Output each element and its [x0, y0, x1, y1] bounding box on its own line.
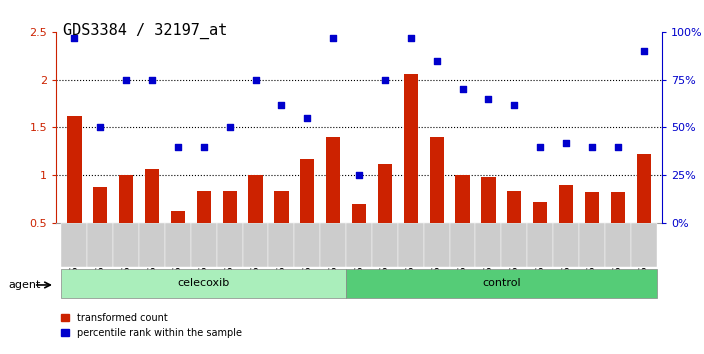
Bar [507, 190, 522, 223]
Point [327, 35, 339, 40]
Bar [191, 223, 217, 267]
Text: celecoxib: celecoxib [177, 278, 230, 287]
Point [509, 102, 520, 107]
Bar [119, 175, 133, 223]
Bar [372, 223, 398, 267]
Point [120, 77, 132, 82]
Bar [403, 74, 418, 223]
Bar [139, 223, 165, 267]
Bar [320, 223, 346, 267]
Bar [294, 223, 320, 267]
Bar [243, 223, 268, 267]
Bar [113, 223, 139, 267]
Point [172, 144, 184, 149]
Bar [61, 269, 346, 297]
Bar [527, 223, 553, 267]
Bar [249, 175, 263, 223]
Point [301, 115, 313, 121]
Bar [171, 211, 185, 223]
Bar [559, 185, 573, 223]
Bar [450, 223, 475, 267]
Point [224, 125, 235, 130]
Point [276, 102, 287, 107]
Point [586, 144, 598, 149]
Point [198, 144, 209, 149]
Point [406, 35, 417, 40]
Point [457, 86, 468, 92]
Text: control: control [482, 278, 521, 287]
Point [69, 35, 80, 40]
Bar [165, 223, 191, 267]
Point [146, 77, 158, 82]
Bar [378, 164, 392, 223]
Point [560, 140, 572, 145]
Bar [605, 223, 631, 267]
Bar [398, 223, 424, 267]
Bar [222, 190, 237, 223]
Point [250, 77, 261, 82]
Bar [300, 159, 315, 223]
Point [353, 172, 365, 178]
Bar [145, 170, 159, 223]
Text: GDS3384 / 32197_at: GDS3384 / 32197_at [63, 23, 227, 39]
Bar [346, 269, 657, 297]
Bar [533, 202, 547, 223]
Bar [275, 190, 289, 223]
Bar [482, 177, 496, 223]
Bar [501, 223, 527, 267]
Bar [475, 223, 501, 267]
Bar [346, 223, 372, 267]
Bar [93, 187, 108, 223]
Bar [631, 223, 657, 267]
Bar [429, 137, 444, 223]
Bar [553, 223, 579, 267]
Bar [636, 154, 650, 223]
Point [638, 48, 649, 54]
Point [379, 77, 391, 82]
Bar [61, 223, 87, 267]
Bar [585, 193, 599, 223]
Bar [68, 116, 82, 223]
Bar [326, 137, 340, 223]
Point [534, 144, 546, 149]
Bar [352, 204, 366, 223]
Point [431, 58, 442, 63]
Text: agent: agent [8, 280, 41, 290]
Point [612, 144, 624, 149]
Bar [455, 175, 470, 223]
Bar [196, 190, 211, 223]
Bar [610, 193, 625, 223]
Bar [87, 223, 113, 267]
Legend: transformed count, percentile rank within the sample: transformed count, percentile rank withi… [61, 313, 241, 338]
Point [483, 96, 494, 102]
Bar [217, 223, 243, 267]
Bar [424, 223, 450, 267]
Bar [268, 223, 294, 267]
Point [94, 125, 106, 130]
Bar [579, 223, 605, 267]
